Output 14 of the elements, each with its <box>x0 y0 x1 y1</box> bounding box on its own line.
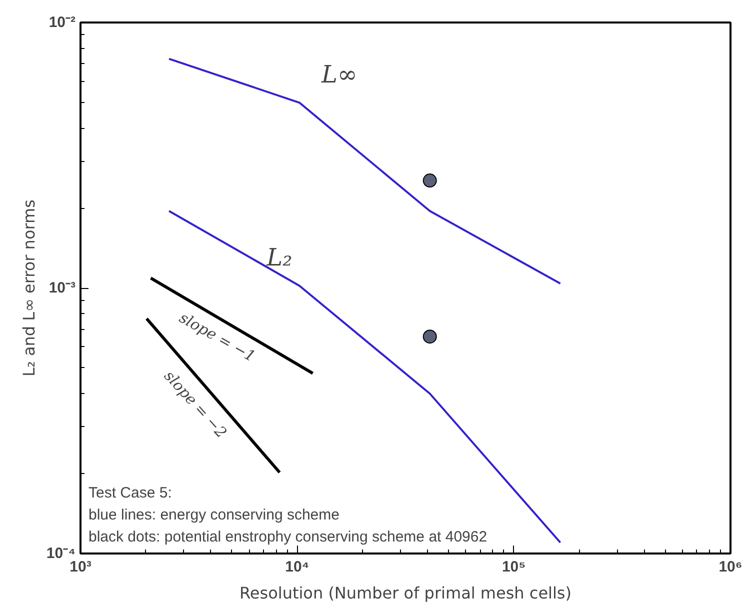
y-tick-label: 10⁻³ <box>48 280 76 296</box>
annotation: black dots: potential enstrophy conserving scheme at 40962 <box>88 528 488 546</box>
annotation: Test Case 5: <box>88 484 172 502</box>
x-tick-label: 10⁴ <box>285 558 310 576</box>
x-axis-title: Resolution (Number of primal mesh cells) <box>240 584 572 602</box>
y-tick-label: 10⁻² <box>48 14 76 31</box>
x-tick-label: 10⁶ <box>718 558 742 576</box>
line-series <box>168 58 562 284</box>
text: slope = −1 <box>176 308 258 366</box>
x-tick-label: 10⁵ <box>502 558 526 576</box>
series-label: L∞ <box>320 60 358 89</box>
series-label: L₂ <box>266 244 292 272</box>
y-axis-title: L₂ and L∞ error norms <box>19 200 38 376</box>
annotation: blue lines: energy conserving scheme <box>88 506 340 524</box>
